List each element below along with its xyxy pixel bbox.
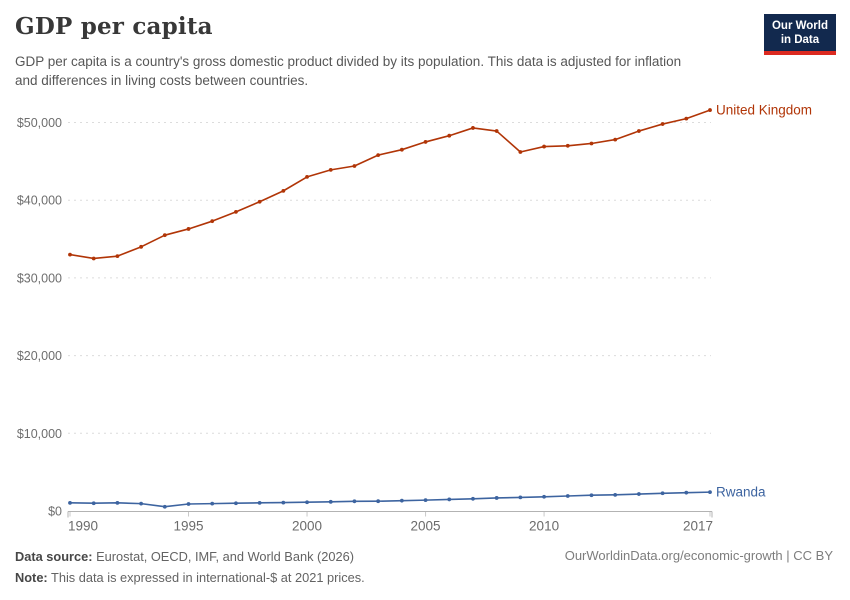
data-point[interactable]: [494, 129, 499, 133]
data-point[interactable]: [542, 494, 546, 499]
attribution: OurWorldinData.org/economic-growth | CC …: [564, 548, 833, 563]
x-axis-label: 1990: [68, 519, 98, 534]
data-point[interactable]: [210, 219, 215, 224]
series-united-kingdom[interactable]: United Kingdom: [68, 103, 812, 261]
data-point[interactable]: [376, 499, 381, 504]
data-point[interactable]: [162, 504, 167, 509]
data-point[interactable]: [589, 141, 594, 146]
data-point[interactable]: [518, 150, 523, 154]
note-text: This data is expressed in international-…: [47, 570, 365, 585]
data-point[interactable]: [162, 233, 167, 238]
data-point[interactable]: [636, 129, 641, 133]
x-axis-label: 2000: [292, 519, 322, 534]
data-point[interactable]: [565, 494, 570, 498]
data-point[interactable]: [565, 143, 570, 148]
data-point[interactable]: [636, 492, 641, 496]
data-point[interactable]: [518, 495, 523, 500]
data-point[interactable]: [471, 126, 475, 130]
page-title: GDP per capita: [15, 13, 213, 40]
series-label-rwanda: Rwanda: [716, 485, 766, 500]
data-point[interactable]: [281, 500, 286, 505]
data-point[interactable]: [708, 108, 712, 112]
data-point[interactable]: [115, 500, 120, 505]
x-axis-label: 2017: [683, 519, 713, 534]
data-point[interactable]: [234, 209, 238, 214]
owid-logo[interactable]: Our World in Data: [763, 14, 836, 55]
data-point[interactable]: [91, 501, 96, 506]
subtitle-line-2: and differences in living costs between …: [15, 73, 309, 88]
x-axis-label: 2010: [529, 519, 559, 534]
data-point[interactable]: [423, 498, 428, 503]
data-point[interactable]: [91, 256, 96, 261]
data-point[interactable]: [494, 496, 499, 500]
y-axis-label: $40,000: [17, 194, 62, 208]
x-axis-label: 1995: [173, 519, 203, 534]
data-point[interactable]: [660, 122, 665, 126]
y-axis-label: $0: [48, 505, 62, 519]
data-point[interactable]: [68, 252, 72, 257]
y-axis-label: $20,000: [17, 349, 62, 363]
logo-line-1: Our World: [771, 20, 828, 32]
data-point[interactable]: [186, 502, 191, 506]
data-point[interactable]: [542, 144, 546, 149]
logo-line-2: in Data: [780, 34, 820, 46]
chart-subtitle: GDP per capita is a country's gross dome…: [15, 52, 681, 90]
data-point[interactable]: [328, 167, 333, 172]
note-line: Note: This data is expressed in internat…: [15, 567, 365, 588]
data-point[interactable]: [68, 500, 72, 505]
data-point[interactable]: [423, 140, 428, 144]
series-line-united-kingdom[interactable]: [69, 109, 711, 260]
data-point[interactable]: [708, 490, 712, 495]
data-point[interactable]: [257, 199, 262, 204]
y-gridlines: $0 $10,000 $20,000 $30,000 $40,000 $50,000: [17, 116, 711, 519]
series-line-rwanda[interactable]: [69, 491, 711, 508]
data-point[interactable]: [352, 499, 357, 504]
data-point[interactable]: [684, 490, 689, 495]
data-point[interactable]: [352, 164, 357, 168]
data-point[interactable]: [234, 501, 238, 506]
x-axis: 1990 1995 2000 2005 2010 2017: [67, 511, 713, 534]
y-axis-label: $50,000: [17, 116, 62, 130]
data-point[interactable]: [399, 498, 404, 503]
data-point[interactable]: [305, 174, 309, 179]
data-point[interactable]: [447, 133, 452, 138]
data-point[interactable]: [305, 500, 309, 505]
data-point[interactable]: [186, 227, 191, 231]
data-point[interactable]: [399, 147, 404, 152]
data-source-line: Data source: Eurostat, OECD, IMF, and Wo…: [15, 546, 365, 567]
data-point[interactable]: [376, 153, 381, 158]
data-point[interactable]: [660, 491, 665, 496]
data-point[interactable]: [328, 499, 333, 504]
subtitle-line-1: GDP per capita is a country's gross dome…: [15, 54, 682, 69]
y-axis-label: $30,000: [17, 271, 62, 285]
data-point[interactable]: [139, 244, 144, 249]
data-point[interactable]: [613, 137, 618, 142]
data-source-label: Data source:: [15, 549, 93, 564]
data-point[interactable]: [447, 497, 452, 502]
data-point[interactable]: [210, 501, 215, 506]
footer-notes: Data source: Eurostat, OECD, IMF, and Wo…: [15, 546, 365, 588]
y-axis-label: $10,000: [17, 427, 62, 441]
data-point[interactable]: [684, 116, 689, 121]
series-rwanda[interactable]: Rwanda: [68, 485, 766, 509]
data-point[interactable]: [139, 501, 144, 506]
data-point[interactable]: [281, 188, 286, 193]
data-source-text: Eurostat, OECD, IMF, and World Bank (202…: [92, 549, 355, 564]
note-label: Note:: [15, 570, 48, 585]
x-axis-label: 2005: [411, 519, 441, 534]
data-point[interactable]: [589, 493, 594, 498]
series-label-united-kingdom: United Kingdom: [716, 103, 812, 118]
data-point[interactable]: [471, 496, 475, 501]
data-point[interactable]: [115, 254, 120, 259]
data-point[interactable]: [257, 500, 262, 505]
data-point[interactable]: [613, 492, 618, 497]
